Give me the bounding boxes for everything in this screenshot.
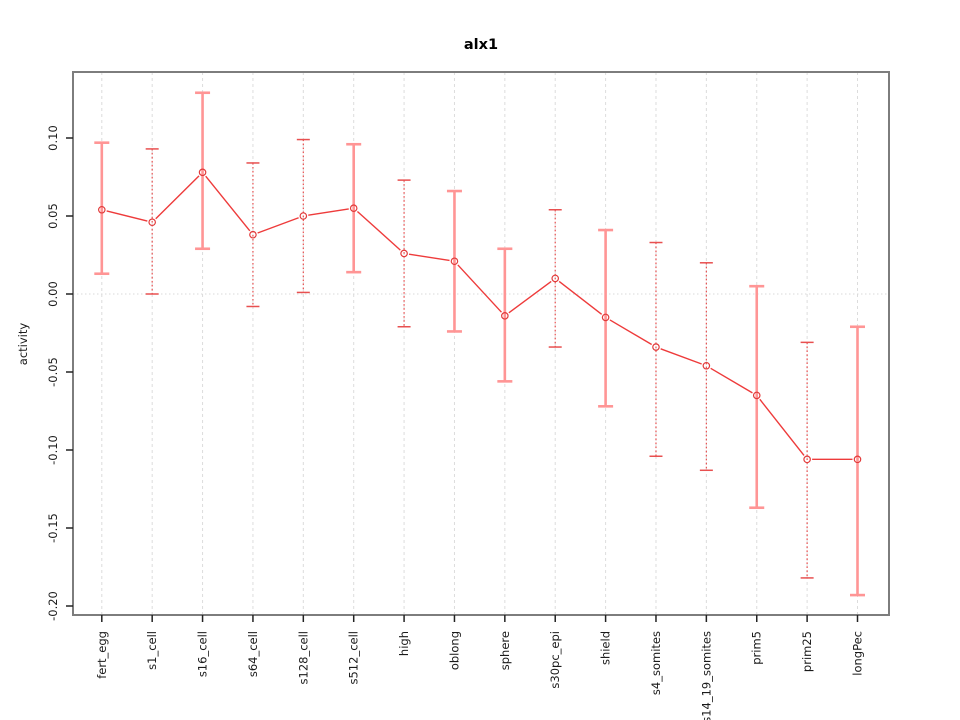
x-tick-label: s14_19_somites	[699, 631, 713, 720]
y-tick-label: 0.10	[46, 125, 60, 151]
data-point	[98, 205, 106, 214]
x-tick-label: high	[397, 631, 411, 656]
data-point	[601, 313, 610, 322]
x-tick-label: prim5	[750, 631, 764, 665]
x-axis-ticks	[101, 615, 859, 622]
x-tick-label: prim25	[800, 631, 814, 672]
data-point	[400, 249, 408, 258]
error-bars	[94, 91, 865, 597]
x-tick-label: s4_somites	[649, 631, 663, 695]
y-tick-labels: 0.10 0.05 0.00 -0.05 -0.10 -0.15 -0.20	[46, 125, 60, 621]
x-tick-label: s64_cell	[246, 631, 260, 677]
data-point	[803, 455, 811, 464]
x-tick-label: longPec	[851, 631, 865, 676]
data-point	[198, 168, 207, 177]
y-tick-label: 0.00	[46, 281, 60, 307]
y-tick-label: -0.10	[46, 435, 60, 465]
x-tick-label: fert_egg	[95, 631, 109, 679]
data-point	[501, 312, 509, 320]
data-point	[148, 218, 156, 227]
y-axis-ticks	[66, 137, 73, 607]
data-point	[853, 455, 862, 464]
x-tick-label: s16_cell	[196, 631, 210, 677]
series-line	[106, 175, 853, 461]
y-tick-label: -0.15	[46, 513, 60, 543]
x-tick-labels: fert_egg s1_cell s16_cell s64_cell s128_cell…	[95, 631, 865, 720]
vertical-gridlines	[101, 72, 858, 615]
y-tick-label: -0.20	[46, 591, 60, 621]
data-point	[249, 230, 257, 239]
y-tick-label: 0.05	[46, 203, 60, 229]
x-tick-label: shield	[599, 631, 613, 665]
y-tick-label: -0.05	[46, 357, 60, 387]
data-point	[349, 204, 358, 213]
x-tick-label: sphere	[498, 631, 512, 670]
x-tick-label: s128_cell	[296, 631, 310, 684]
x-tick-label: s30pc_epi	[548, 631, 562, 689]
data-point	[551, 274, 560, 283]
data-point	[652, 343, 660, 351]
x-tick-label: oblong	[447, 631, 461, 670]
data-point	[299, 212, 308, 220]
y-axis-title: activity	[16, 323, 30, 366]
plot-frame	[72, 71, 890, 616]
plot-border	[72, 71, 890, 616]
data-points	[98, 168, 862, 464]
data-point	[450, 257, 459, 266]
x-tick-label: s1_cell	[145, 631, 159, 670]
chart-title-text: alx1	[464, 37, 498, 53]
y-axis-title-text: activity	[16, 323, 30, 366]
data-point	[752, 391, 761, 400]
chart-title: alx1	[464, 37, 498, 53]
data-point	[702, 361, 711, 370]
x-tick-label: s512_cell	[347, 631, 361, 684]
